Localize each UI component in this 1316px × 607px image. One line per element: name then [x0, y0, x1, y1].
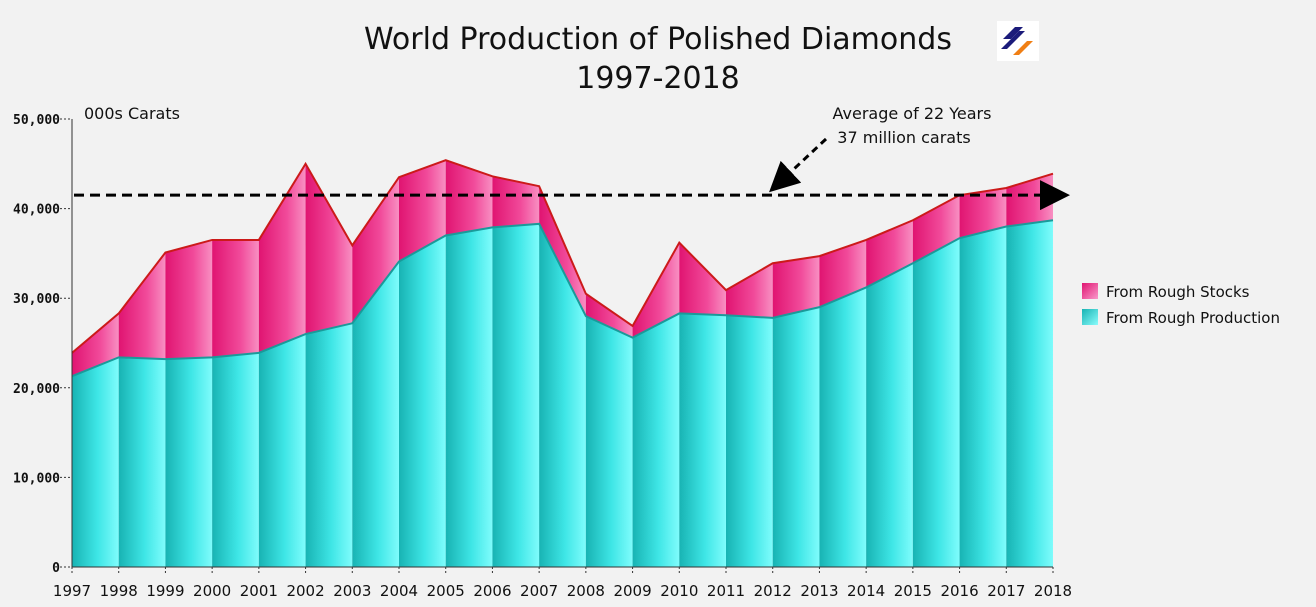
area-segment-rough-production: [632, 313, 680, 567]
x-tick-label: 1998: [100, 582, 138, 600]
chart-title: World Production of Polished Diamonds: [364, 22, 952, 57]
area-segment-rough-production: [258, 334, 306, 567]
y-tick-label: 0: [52, 561, 60, 576]
area-segment-rough-stocks: [819, 239, 867, 308]
x-tick-label: 2009: [613, 582, 651, 600]
area-segment-rough-stocks: [258, 163, 306, 353]
x-tick-label: 2000: [193, 582, 231, 600]
annotation-line-1: Average of 22 Years: [833, 104, 992, 123]
x-tick-label: 2006: [473, 582, 511, 600]
y-axis-label: 000s Carats: [84, 104, 180, 123]
y-tick-label: 20,000: [13, 382, 60, 397]
legend-swatch-rough-production: [1082, 309, 1098, 325]
x-tick-label: 2007: [520, 582, 558, 600]
y-tick-label: 40,000: [13, 203, 60, 218]
area-segment-rough-production: [212, 352, 259, 567]
x-tick-label: 2001: [240, 582, 278, 600]
legend-label-rough-stocks: From Rough Stocks: [1106, 283, 1250, 301]
legend-label-rough-production: From Rough Production: [1106, 309, 1280, 327]
area-segment-rough-production: [585, 316, 633, 567]
area-segment-rough-stocks: [212, 239, 259, 358]
x-tick-label: 2017: [987, 582, 1025, 600]
area-segment-rough-production: [912, 238, 960, 567]
area-segment-rough-production: [959, 226, 1007, 567]
x-tick-label: 2011: [707, 582, 745, 600]
area-segment-rough-production: [679, 313, 726, 567]
area-segment-rough-production: [772, 307, 820, 567]
area-segment-rough-stocks: [632, 242, 680, 338]
area-segment-rough-stocks: [305, 163, 353, 335]
x-tick-label: 2008: [567, 582, 605, 600]
area-segment-rough-production: [539, 223, 586, 567]
area-segment-rough-production: [819, 287, 867, 567]
area-segment-rough-production: [72, 357, 119, 567]
x-tick-label: 2003: [333, 582, 371, 600]
annotation-line-2: 37 million carats: [837, 128, 970, 147]
area-segment-rough-production: [866, 263, 913, 567]
chart-subtitle: 1997-2018: [576, 61, 740, 96]
area-segment-rough-production: [352, 261, 399, 567]
x-tick-label: 1997: [53, 582, 91, 600]
area-segment-rough-production: [492, 223, 540, 567]
series-line-total: [71, 159, 1054, 354]
area-segment-rough-stocks: [912, 195, 960, 264]
y-axis: 0 10,000 20,000 30,000 40,000 50,000: [13, 113, 73, 576]
area-segment-rough-stocks: [445, 160, 493, 236]
y-tick-label: 50,000: [13, 113, 60, 128]
diagonal-stripes-logo-icon: [997, 21, 1039, 61]
x-tick-label: 2005: [427, 582, 465, 600]
x-tick-label: 2004: [380, 582, 418, 600]
area-segment-rough-stocks: [726, 263, 773, 318]
area-segment-rough-production: [118, 357, 166, 567]
area-segment-rough-production: [305, 323, 353, 567]
area-segment-rough-stocks: [539, 186, 586, 317]
area-segment-rough-production: [165, 357, 213, 567]
x-tick-label: 2014: [847, 582, 885, 600]
area-segment-rough-stocks: [585, 293, 633, 338]
x-tick-label: 2016: [940, 582, 978, 600]
annotation-arrow: [769, 137, 828, 193]
area-segment-rough-stocks: [679, 242, 726, 316]
area-segment-rough-stocks: [959, 187, 1007, 239]
y-tick-label: 30,000: [13, 292, 60, 307]
series-line-rough-production: [71, 219, 1054, 378]
legend-swatch-rough-stocks: [1082, 283, 1098, 299]
x-axis: 1997 1998 1999 2000 2001 2002 2003 2004 2005 2006…: [53, 566, 1072, 600]
area-segment-rough-stocks: [772, 256, 820, 318]
y-tick-label: 10,000: [13, 471, 60, 486]
x-tick-label: 2015: [894, 582, 932, 600]
legend: From Rough Stocks From Rough Production: [1082, 283, 1280, 327]
x-tick-label: 2018: [1034, 582, 1072, 600]
area-segment-rough-production: [726, 315, 773, 567]
area-segment-rough-stocks: [492, 176, 540, 228]
area-segment-rough-production: [399, 235, 446, 568]
area-segment-rough-stocks: [866, 220, 913, 288]
area-segment-rough-stocks: [118, 252, 166, 360]
area-segment-rough-stocks: [399, 160, 446, 262]
area-segment-rough-production: [445, 227, 493, 567]
area-segment-rough-stocks: [72, 313, 119, 377]
areas-group: [71, 159, 1054, 568]
x-tick-label: 2010: [660, 582, 698, 600]
area-segment-rough-stocks: [165, 239, 213, 360]
x-tick-label: 1999: [146, 582, 184, 600]
x-tick-label: 2013: [800, 582, 838, 600]
x-tick-label: 2012: [754, 582, 792, 600]
area-segment-rough-stocks: [352, 177, 399, 324]
x-tick-label: 2002: [286, 582, 324, 600]
area-segment-rough-production: [1006, 220, 1053, 568]
